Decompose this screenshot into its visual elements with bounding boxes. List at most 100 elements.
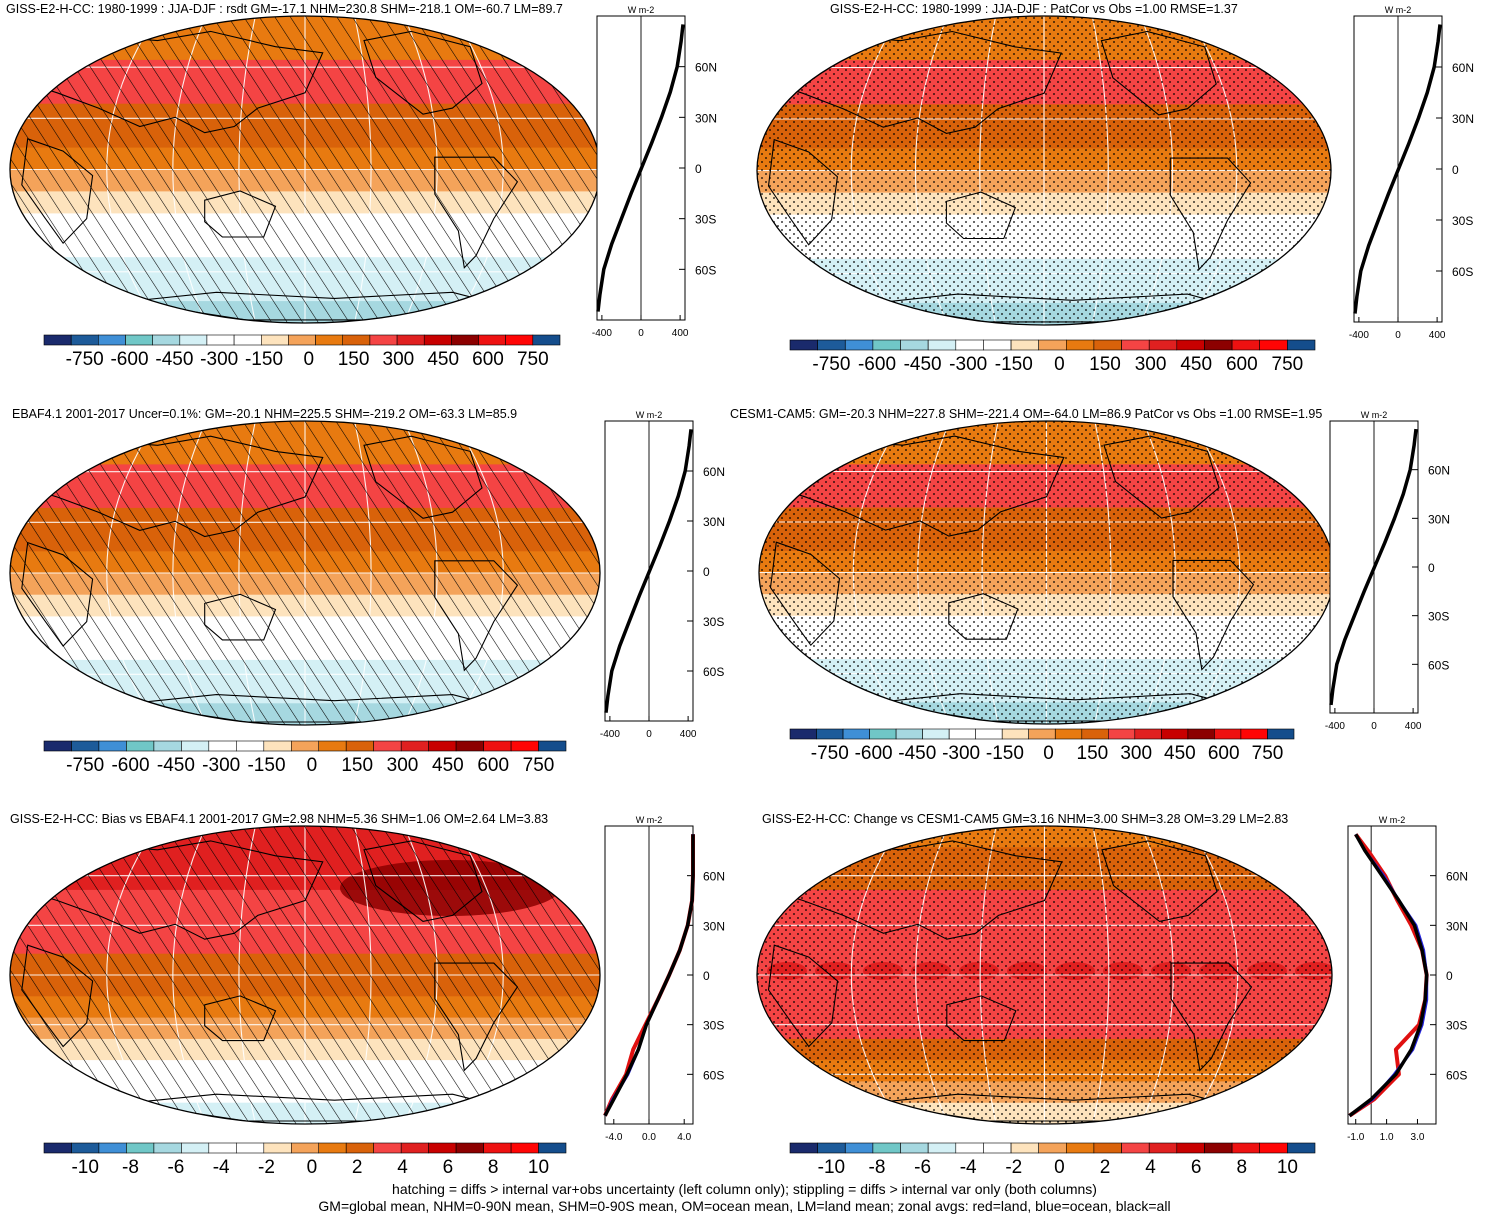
- profile-xtick-label: -400: [592, 328, 612, 339]
- profile-ylabel: 0: [1428, 561, 1435, 575]
- profile-xtick-label: -4.0: [605, 1132, 623, 1143]
- colorbar-swatch: [872, 339, 901, 351]
- colorbar-swatch: [236, 1142, 265, 1154]
- profile-ylabel: 30S: [1428, 610, 1449, 624]
- colorbar-label: 150: [1077, 743, 1109, 764]
- profile-ylabel: 60N: [695, 61, 717, 75]
- colorbar-label: -150: [986, 743, 1024, 764]
- profile-xtick-label: 0: [638, 328, 644, 339]
- colorbar-label: 150: [341, 755, 373, 776]
- colorbar-label: -150: [245, 349, 283, 370]
- colorbar-swatch: [483, 740, 512, 752]
- panel-3: EBAF4.1 2001-2017 Uncer=0.1%: GM=-20.1 N…: [9, 407, 725, 776]
- colorbar-swatch: [1121, 1142, 1150, 1154]
- colorbar-label: -300: [200, 349, 238, 370]
- profile-xtick-label: 400: [1405, 721, 1422, 732]
- profile-ylabel: 60S: [1428, 658, 1449, 672]
- profile-xtick-label: 0: [1395, 330, 1401, 341]
- colorbar-swatch: [152, 334, 181, 346]
- colorbar-swatch: [179, 334, 208, 346]
- profile-all-series: [1353, 24, 1442, 314]
- colorbar-label: 300: [1135, 354, 1167, 375]
- profile-units: W m-2: [1361, 410, 1388, 420]
- colorbar-label: 150: [1089, 354, 1121, 375]
- profile-ylabel: 60N: [1428, 464, 1450, 478]
- colorbar-label: 8: [488, 1157, 499, 1178]
- profile-ylabel: 30N: [703, 919, 725, 933]
- colorbar-swatch: [98, 334, 126, 346]
- colorbar-swatch: [869, 728, 897, 740]
- colorbar-swatch: [126, 1142, 155, 1154]
- colorbar-swatch: [290, 740, 320, 752]
- colorbar-swatch: [43, 740, 72, 752]
- colorbar-swatch: [817, 339, 846, 351]
- profile-units: W m-2: [636, 815, 663, 825]
- colorbar-label: 6: [443, 1157, 454, 1178]
- colorbar-label: 8: [1237, 1157, 1248, 1178]
- profile-units: W m-2: [1379, 815, 1406, 825]
- colorbar-swatch: [1214, 728, 1242, 740]
- colorbar-swatch: [532, 334, 561, 346]
- profile-all-series: [1329, 428, 1418, 706]
- profile-xtick-label: 400: [1429, 330, 1446, 341]
- colorbar-swatch: [181, 740, 210, 752]
- colorbar-label: 0: [1054, 1157, 1065, 1178]
- colorbar-swatch: [1055, 728, 1083, 740]
- panel-2: GISS-E2-H-CC: 1980-1999 : JJA-DJF : PatC…: [756, 2, 1474, 375]
- colorbar-swatch: [1081, 728, 1109, 740]
- panel-title: GISS-E2-H-CC: Bias vs EBAF4.1 2001-2017 …: [10, 812, 548, 826]
- profile-xtick-label: 4.0: [677, 1132, 691, 1143]
- colorbar-label: -750: [66, 755, 104, 776]
- colorbar-swatch: [70, 334, 99, 346]
- colorbar-label: 0: [307, 1157, 318, 1178]
- colorbar-label: -450: [904, 354, 942, 375]
- colorbar-swatch: [1066, 339, 1095, 351]
- profile-ylabel: 30N: [1446, 919, 1468, 933]
- profile-all-series: [603, 834, 695, 1117]
- colorbar-label: 0: [304, 349, 315, 370]
- panel-6: GISS-E2-H-CC: Change vs CESM1-CAM5 GM=3.…: [756, 812, 1468, 1178]
- colorbar-swatch: [1204, 1142, 1233, 1154]
- colorbar-swatch: [263, 740, 292, 752]
- profile-all-series: [596, 24, 685, 312]
- profile-ylabel: 60S: [703, 665, 724, 679]
- colorbar-swatch: [318, 740, 347, 752]
- colorbar-label: 300: [1120, 743, 1152, 764]
- colorbar-label: 2: [1100, 1157, 1111, 1178]
- map-border: [756, 15, 1332, 326]
- panel-title: GISS-E2-H-CC: Change vs CESM1-CAM5 GM=3.…: [762, 812, 1288, 826]
- colorbar-swatch: [1066, 1142, 1095, 1154]
- profile-xtick-label: -400: [1349, 330, 1369, 341]
- colorbar-label: 600: [472, 349, 504, 370]
- colorbar-swatch: [263, 1142, 292, 1154]
- colorbar-label: -2: [1005, 1157, 1022, 1178]
- colorbar-swatch: [423, 334, 452, 346]
- colorbar-swatch: [400, 740, 430, 752]
- colorbar-label: -600: [858, 354, 896, 375]
- colorbar-label: -10: [818, 1157, 845, 1178]
- colorbar-swatch: [71, 1142, 100, 1154]
- colorbar-swatch: [208, 1142, 237, 1154]
- colorbar-swatch: [428, 740, 457, 752]
- colorbar-label: -8: [122, 1157, 139, 1178]
- colorbar-swatch: [1010, 1142, 1039, 1154]
- panel-title: CESM1-CAM5: GM=-20.3 NHM=227.8 SHM=-221.…: [730, 407, 1322, 421]
- colorbar-swatch: [1121, 339, 1150, 351]
- colorbar-label: -750: [812, 354, 850, 375]
- colorbar-swatch: [1231, 339, 1260, 351]
- colorbar-swatch: [318, 1142, 347, 1154]
- profile-xtick-label: -400: [1325, 721, 1345, 732]
- colorbar-swatch: [927, 1142, 957, 1154]
- colorbar-swatch: [345, 1142, 375, 1154]
- colorbar-swatch: [236, 740, 265, 752]
- colorbar-swatch: [948, 728, 977, 740]
- colorbar-label: 10: [1277, 1157, 1298, 1178]
- profile-ylabel: 60N: [703, 465, 725, 479]
- colorbar-swatch: [400, 1142, 430, 1154]
- colorbar-swatch: [538, 1142, 567, 1154]
- colorbar-swatch: [789, 339, 818, 351]
- colorbar-swatch: [1267, 728, 1295, 740]
- colorbar-swatch: [922, 728, 950, 740]
- colorbar-label: 750: [523, 755, 555, 776]
